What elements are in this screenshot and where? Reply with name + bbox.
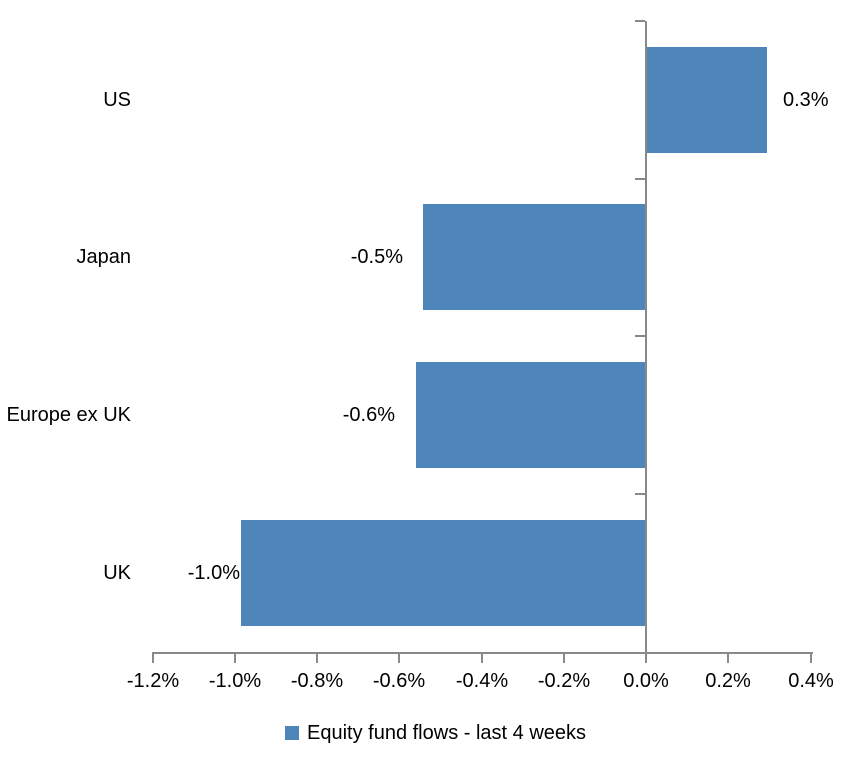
x-axis-tick	[316, 652, 318, 663]
legend-swatch	[285, 726, 299, 740]
x-axis-tick	[398, 652, 400, 663]
category-label-us: US	[103, 89, 131, 111]
bar-us	[646, 47, 767, 153]
category-label-uk: UK	[103, 562, 131, 584]
x-tick-label: -1.2%	[126, 670, 180, 692]
y-axis-tick	[635, 20, 645, 22]
x-tick-label: 0.0%	[623, 670, 669, 692]
y-axis-line	[645, 21, 647, 654]
value-label-europe-ex-uk: -0.6%	[342, 404, 395, 426]
y-axis-tick	[635, 493, 645, 495]
category-label-europe-ex-uk: Europe ex UK	[6, 404, 131, 426]
value-label-japan: -0.5%	[350, 246, 403, 268]
x-tick-label: 0.4%	[788, 670, 834, 692]
bar-japan	[423, 204, 646, 310]
x-tick-label: -0.6%	[372, 670, 426, 692]
x-axis-tick	[234, 652, 236, 663]
value-label-uk: -1.0%	[187, 562, 240, 584]
x-axis-tick	[481, 652, 483, 663]
x-axis-tick	[727, 652, 729, 663]
y-axis-tick	[635, 335, 645, 337]
legend-label: Equity fund flows - last 4 weeks	[307, 722, 587, 744]
x-tick-label: -0.2%	[537, 670, 591, 692]
x-axis-tick	[563, 652, 565, 663]
x-axis-line	[153, 652, 813, 654]
x-axis-tick	[645, 652, 647, 663]
x-tick-label: 0.2%	[705, 670, 751, 692]
x-axis-tick	[810, 652, 812, 663]
bar-europe-ex-uk	[416, 362, 646, 468]
x-tick-label: -1.0%	[208, 670, 262, 692]
bar-uk	[241, 520, 646, 626]
x-tick-label: -0.8%	[290, 670, 344, 692]
x-axis-tick	[152, 652, 154, 663]
value-label-us: 0.3%	[783, 89, 829, 111]
legend: Equity fund flows - last 4 weeks	[285, 721, 586, 745]
category-label-japan: Japan	[76, 246, 132, 268]
x-tick-label: -0.4%	[455, 670, 509, 692]
y-axis-tick	[635, 178, 645, 180]
